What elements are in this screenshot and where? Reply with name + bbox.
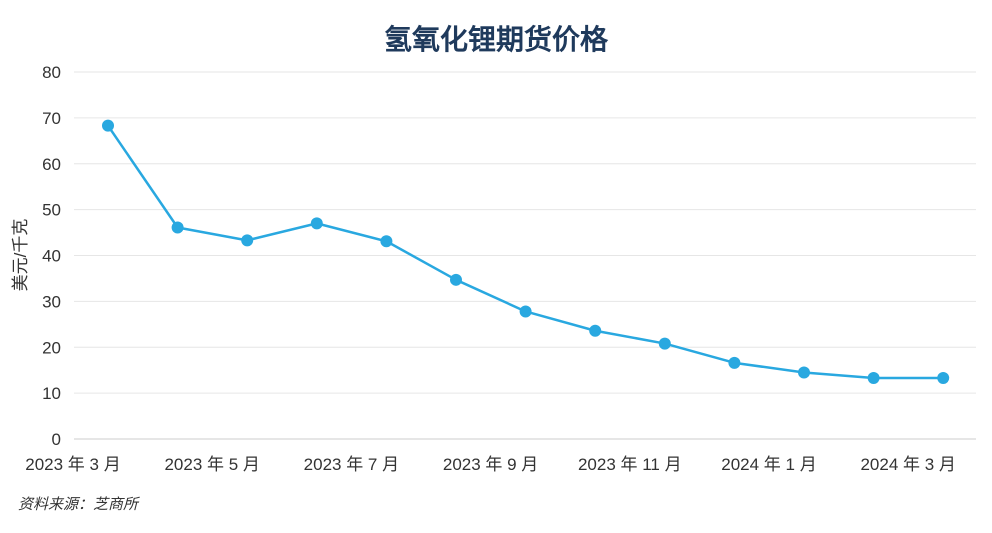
data-point [241, 234, 254, 247]
x-tick-label: 2023 年 7 月 [304, 455, 399, 474]
y-tick-label: 0 [52, 430, 61, 449]
y-tick-label: 70 [42, 109, 61, 128]
y-tick-label: 20 [42, 338, 61, 357]
y-tick-label: 10 [42, 384, 61, 403]
gridlines [74, 71, 976, 440]
data-point [728, 356, 741, 369]
data-point [380, 235, 393, 248]
y-tick-label: 40 [42, 247, 61, 266]
data-point [519, 305, 532, 318]
data-point [867, 371, 880, 384]
x-tick-label: 2023 年 9 月 [443, 455, 538, 474]
chart-title: 氢氧化锂期货价格 [383, 23, 608, 56]
x-tick-label: 2024 年 3 月 [860, 455, 955, 474]
source-note: 资料来源：芝商所 [18, 495, 139, 513]
x-tick-label: 2023 年 3 月 [25, 455, 120, 474]
y-tick-label: 30 [42, 292, 61, 311]
y-tick-label: 60 [42, 155, 61, 174]
x-tick-label: 2024 年 1 月 [721, 455, 816, 474]
data-point [102, 119, 114, 132]
series-group [102, 119, 950, 384]
y-tick-label: 50 [42, 201, 61, 220]
data-point [310, 217, 323, 230]
data-point [589, 324, 602, 337]
data-point [937, 371, 950, 384]
x-tick-label: 2023 年 5 月 [164, 455, 259, 474]
data-point [450, 273, 462, 286]
data-point [798, 366, 810, 379]
y-axis-label: 美元/千克 [11, 219, 30, 292]
x-axis-ticks: 2023 年 3 月 2023 年 5 月 2023 年 7 月 2023 年 9 月… [25, 455, 956, 474]
y-axis-ticks: 0 10 20 30 40 50 60 70 80 [42, 63, 61, 449]
data-point [171, 221, 184, 234]
x-tick-label: 2023 年 11 月 [578, 455, 682, 474]
data-point [658, 337, 671, 350]
y-tick-label: 80 [42, 63, 61, 82]
